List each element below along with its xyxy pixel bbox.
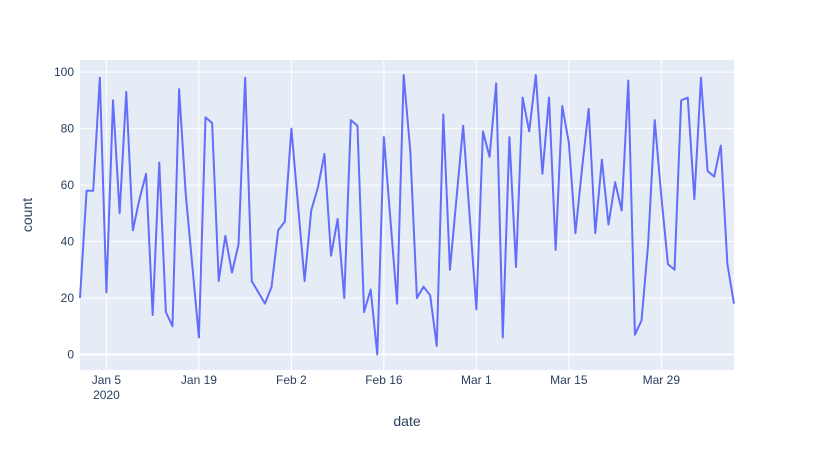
x-tick-label: Feb 16	[365, 373, 403, 387]
y-tick-label: 0	[67, 347, 74, 361]
x-tick-label: Mar 1	[461, 373, 492, 387]
x-tick-label: Mar 15	[550, 373, 588, 387]
y-axis-title: count	[19, 198, 35, 232]
line	[79, 73, 735, 356]
y-tick-label: 20	[61, 291, 75, 305]
y-tick-label: 80	[61, 122, 75, 136]
x-tick-label: Jan 5	[92, 373, 122, 387]
x-year-label: 2020	[93, 388, 120, 402]
y-tick-label: 40	[61, 235, 75, 249]
x-axis-title: date	[393, 413, 420, 429]
y-tick-label: 60	[61, 178, 75, 192]
x-tick-label: Mar 29	[643, 373, 681, 387]
x-tick-label: Jan 19	[181, 373, 217, 387]
y-tick-label: 100	[54, 65, 74, 79]
x-tick-label: Feb 2	[276, 373, 307, 387]
